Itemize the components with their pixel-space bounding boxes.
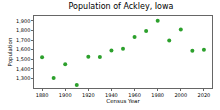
svg-text:Population: Population xyxy=(7,37,14,66)
svg-text:1880: 1880 xyxy=(36,92,49,98)
svg-text:2000: 2000 xyxy=(174,92,187,98)
svg-text:1,700: 1,700 xyxy=(16,37,30,43)
svg-text:Census Year: Census Year xyxy=(106,98,140,104)
svg-text:1960: 1960 xyxy=(128,92,141,98)
svg-text:2020: 2020 xyxy=(198,92,211,98)
svg-text:Population of Ackley, Iowa: Population of Ackley, Iowa xyxy=(69,2,174,11)
svg-text:1,900: 1,900 xyxy=(16,18,30,24)
svg-text:1980: 1980 xyxy=(151,92,164,98)
svg-text:1900: 1900 xyxy=(59,92,72,98)
svg-text:1920: 1920 xyxy=(82,92,95,98)
svg-text:1,600: 1,600 xyxy=(16,46,30,52)
svg-text:1,500: 1,500 xyxy=(16,56,30,62)
svg-text:1940: 1940 xyxy=(105,92,118,98)
svg-text:1,800: 1,800 xyxy=(16,27,30,33)
svg-text:1,300: 1,300 xyxy=(16,75,30,81)
svg-text:1,400: 1,400 xyxy=(16,66,30,72)
